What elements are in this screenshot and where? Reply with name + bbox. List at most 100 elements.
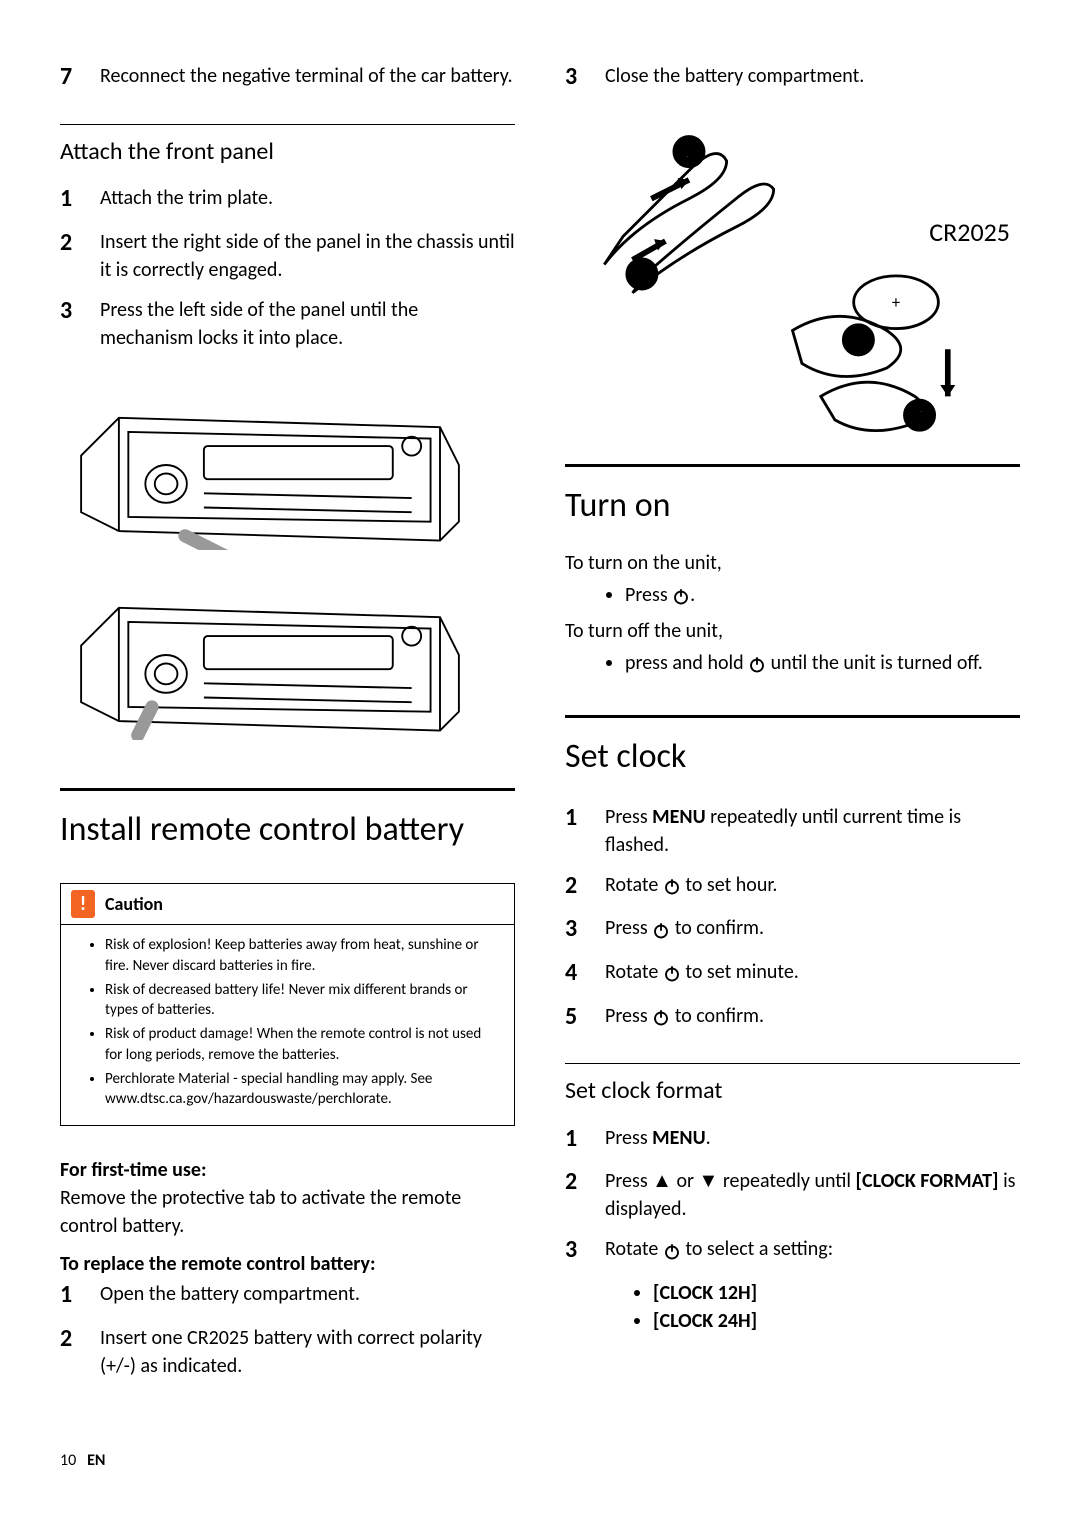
step-item: 3 Close the battery compartment. bbox=[565, 60, 1020, 94]
step-number: 1 bbox=[565, 1122, 605, 1156]
caution-icon: ! bbox=[71, 890, 95, 918]
step-number: 4 bbox=[565, 956, 605, 990]
step-text: Rotate to select a setting: bbox=[605, 1233, 1020, 1267]
attach-heading: Attach the front panel bbox=[60, 135, 515, 169]
caution-item: Risk of product damage! When the remote … bbox=[105, 1024, 496, 1065]
power-icon bbox=[663, 877, 681, 895]
step-item: 2 Rotate to set hour. bbox=[565, 869, 1020, 903]
page-number: 10 bbox=[60, 1451, 76, 1470]
step-number: 2 bbox=[565, 869, 605, 903]
step-text: Reconnect the negative terminal of the c… bbox=[100, 60, 515, 94]
step-item: 1 Press MENU repeatedly until current ti… bbox=[565, 801, 1020, 859]
text-post: . bbox=[706, 1126, 711, 1150]
step-item: 3 Rotate to select a setting: bbox=[565, 1233, 1020, 1267]
bullet-item: Press . bbox=[625, 581, 1020, 609]
attach-steps: 1 Attach the trim plate. 2 Insert the ri… bbox=[60, 182, 515, 362]
step-number: 1 bbox=[60, 182, 100, 216]
car-stereo-diagram-1 bbox=[60, 380, 480, 550]
step-item: 1 Attach the trim plate. bbox=[60, 182, 515, 216]
step-number: 5 bbox=[565, 1000, 605, 1034]
car-stereo-diagram-2 bbox=[60, 570, 480, 740]
step-text: Press MENU repeatedly until current time… bbox=[605, 801, 1020, 859]
page-lang: EN bbox=[87, 1451, 105, 1470]
svg-text:2: 2 bbox=[684, 141, 694, 164]
step-text: Insert the right side of the panel in th… bbox=[100, 226, 515, 284]
step-number: 3 bbox=[60, 294, 100, 352]
step-text: Attach the trim plate. bbox=[100, 182, 515, 216]
replace-steps: 1 Open the battery compartment. 2 Insert… bbox=[60, 1278, 515, 1390]
svg-text:3: 3 bbox=[854, 329, 864, 352]
power-icon bbox=[652, 921, 670, 939]
clock-format-heading: Set clock format bbox=[565, 1074, 1020, 1108]
caution-title: Caution bbox=[105, 892, 163, 917]
step-number: 2 bbox=[565, 1165, 605, 1223]
turn-on-heading: Turn on bbox=[565, 482, 1020, 530]
page-columns: 7 Reconnect the negative terminal of the… bbox=[60, 60, 1020, 1440]
right-column: 3 Close the battery compartment. 1 2 3 4 bbox=[565, 60, 1020, 1440]
turn-off-bullet: press and hold until the unit is turned … bbox=[565, 649, 1020, 677]
step-text: Insert one CR2025 battery with correct p… bbox=[100, 1322, 515, 1380]
text-bold: MENU bbox=[652, 1126, 705, 1150]
step-text: Press the left side of the panel until t… bbox=[100, 294, 515, 352]
caution-item: Perchlorate Material - special handling … bbox=[105, 1069, 496, 1110]
hold-text-post: until the unit is turned off. bbox=[771, 651, 983, 675]
option-item: [CLOCK 12H] bbox=[653, 1279, 1020, 1307]
step-item: 7 Reconnect the negative terminal of the… bbox=[60, 60, 515, 94]
press-text: Press bbox=[625, 583, 672, 607]
turn-off-label: To turn off the unit, bbox=[565, 617, 1020, 645]
step-text: Rotate to set hour. bbox=[605, 869, 1020, 903]
power-icon bbox=[672, 587, 690, 605]
caution-box: ! Caution Risk of explosion! Keep batter… bbox=[60, 883, 515, 1126]
text-pre: Press bbox=[605, 805, 652, 829]
step-3-list: 3 Close the battery compartment. bbox=[565, 60, 1020, 104]
power-icon bbox=[663, 964, 681, 982]
step-item: 5 Press to confirm. bbox=[565, 1000, 1020, 1034]
first-use-label: For first-time use: bbox=[60, 1156, 515, 1184]
install-heading: Install remote control battery bbox=[60, 806, 515, 854]
step-item: 2 Insert the right side of the panel in … bbox=[60, 226, 515, 284]
page-footer: 10 EN bbox=[60, 1450, 1020, 1472]
step-text: Close the battery compartment. bbox=[605, 60, 1020, 94]
step-item: 1 Press MENU. bbox=[565, 1122, 1020, 1156]
period: . bbox=[690, 583, 695, 607]
clock-format-options: [CLOCK 12H] [CLOCK 24H] bbox=[565, 1279, 1020, 1335]
divider-thick bbox=[565, 715, 1020, 718]
step-item: 2 Press ▲ or ▼ repeatedly until [CLOCK F… bbox=[565, 1165, 1020, 1223]
step-text: Rotate to set minute. bbox=[605, 956, 1020, 990]
step-item: 4 Rotate to set minute. bbox=[565, 956, 1020, 990]
left-column: 7 Reconnect the negative terminal of the… bbox=[60, 60, 515, 1440]
step-text: Press ▲ or ▼ repeatedly until [CLOCK FOR… bbox=[605, 1165, 1020, 1223]
option-item: [CLOCK 24H] bbox=[653, 1307, 1020, 1335]
caution-body: Risk of explosion! Keep batteries away f… bbox=[61, 924, 514, 1125]
text-bold: MENU bbox=[652, 805, 705, 829]
power-icon bbox=[748, 655, 766, 673]
divider bbox=[60, 124, 515, 125]
step-item: 2 Insert one CR2025 battery with correct… bbox=[60, 1322, 515, 1380]
text-pre: Press bbox=[605, 1126, 652, 1150]
step-number: 1 bbox=[60, 1278, 100, 1312]
clock-format-steps: 1 Press MENU. 2 Press ▲ or ▼ repeatedly … bbox=[565, 1122, 1020, 1277]
hold-text-pre: press and hold bbox=[625, 651, 748, 675]
step-number: 1 bbox=[565, 801, 605, 859]
svg-text:+: + bbox=[892, 291, 901, 312]
text-pre: Press ▲ or ▼ repeatedly until bbox=[605, 1169, 856, 1193]
step-text: Press to confirm. bbox=[605, 912, 1020, 946]
battery-diagram: 1 2 3 4 + bbox=[565, 114, 1020, 434]
step-number: 7 bbox=[60, 60, 100, 94]
step-text: Open the battery compartment. bbox=[100, 1278, 515, 1312]
divider bbox=[565, 1063, 1020, 1064]
step-number: 2 bbox=[60, 226, 100, 284]
step-number: 3 bbox=[565, 1233, 605, 1267]
caution-item: Risk of explosion! Keep batteries away f… bbox=[105, 935, 496, 976]
turn-on-label: To turn on the unit, bbox=[565, 549, 1020, 577]
step-item: 1 Open the battery compartment. bbox=[60, 1278, 515, 1312]
set-clock-steps: 1 Press MENU repeatedly until current ti… bbox=[565, 801, 1020, 1043]
power-icon bbox=[663, 1242, 681, 1260]
step-number: 3 bbox=[565, 912, 605, 946]
remote-battery-illustration: 1 2 3 4 + bbox=[565, 114, 1020, 434]
caution-item: Risk of decreased battery life! Never mi… bbox=[105, 980, 496, 1021]
panel-illustration bbox=[60, 380, 515, 740]
battery-label: CR2025 bbox=[929, 214, 1010, 250]
caution-header: ! Caution bbox=[61, 884, 514, 924]
step-text: Press to confirm. bbox=[605, 1000, 1020, 1034]
